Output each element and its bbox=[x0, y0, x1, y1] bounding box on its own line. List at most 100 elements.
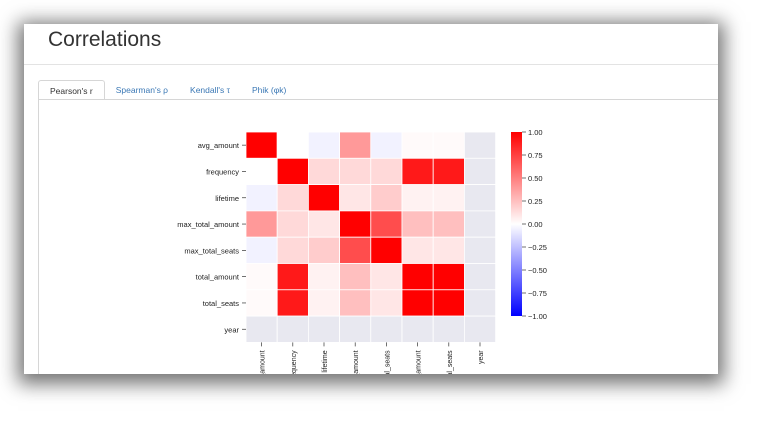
heatmap-cell-total-amount-total-amount bbox=[401, 263, 434, 291]
row-label-lifetime: lifetime bbox=[215, 194, 239, 203]
heatmap-cell-total-amount-avg-amount bbox=[245, 263, 278, 291]
row-label-avg-amount: avg_amount bbox=[198, 141, 240, 150]
heatmap-cell-lifetime-total-seats bbox=[432, 184, 465, 212]
tab-kendall[interactable]: Kendall's τ bbox=[190, 85, 230, 95]
heatmap-cell-total-amount-total-seats bbox=[432, 263, 465, 291]
heatmap-cell-year-frequency bbox=[276, 315, 309, 343]
heatmap-cell-avg-amount-max-total-amount bbox=[339, 131, 372, 159]
heatmap-cells bbox=[245, 131, 496, 343]
row-label-year: year bbox=[224, 325, 239, 334]
colorbar-tick-label: −0.50 bbox=[528, 266, 547, 275]
heatmap-cell-max-total-seats-total-seats bbox=[432, 236, 465, 264]
heatmap-cell-max-total-amount-max-total-seats bbox=[370, 210, 403, 238]
col-label-frequency: frequency bbox=[291, 350, 298, 374]
heatmap-cell-total-seats-avg-amount bbox=[245, 289, 278, 317]
heatmap-cell-max-total-amount-year bbox=[463, 210, 496, 238]
heatmap-cell-total-amount-lifetime bbox=[307, 263, 340, 291]
heatmap-cell-avg-amount-year bbox=[463, 131, 496, 159]
col-label-avg-amount: avg_amount bbox=[260, 350, 267, 374]
heatmap-cell-lifetime-frequency bbox=[276, 184, 309, 212]
heatmap-cell-frequency-lifetime bbox=[307, 157, 340, 186]
heatmap-cell-lifetime-year bbox=[463, 184, 496, 212]
col-label-total-amount: total_amount bbox=[416, 350, 423, 374]
row-label-frequency: frequency bbox=[206, 167, 239, 176]
heatmap-cell-frequency-max-total-amount bbox=[339, 157, 372, 186]
heatmap-cell-total-amount-year bbox=[463, 263, 496, 291]
colorbar bbox=[511, 132, 522, 316]
colorbar-tick-label: 0.50 bbox=[528, 174, 543, 183]
col-label-max-total-amount: max_total_amount bbox=[353, 350, 360, 374]
col-label-total-seats: total_seats bbox=[447, 350, 454, 374]
heatmap-cell-max-total-amount-lifetime bbox=[307, 210, 340, 238]
heatmap-cell-total-seats-total-seats bbox=[432, 289, 465, 317]
heatmap-cell-total-seats-lifetime bbox=[307, 289, 340, 317]
heatmap-cell-max-total-seats-frequency bbox=[276, 236, 309, 264]
heatmap-cell-year-max-total-amount bbox=[339, 315, 372, 343]
colorbar-tick-label: 0.00 bbox=[528, 220, 543, 229]
column-labels: avg_amount frequency lifetime max_total_amo… bbox=[260, 342, 485, 374]
heatmap-cell-frequency-total-amount bbox=[401, 157, 434, 186]
colorbar-tick-label: −1.00 bbox=[528, 312, 547, 321]
colorbar-tick-label: −0.25 bbox=[528, 243, 547, 252]
row-labels: avg_amount frequency lifetime max_total_amo… bbox=[177, 141, 246, 334]
heatmap-cell-avg-amount-max-total-seats bbox=[370, 131, 403, 159]
tab-spearman[interactable]: Spearman's ρ bbox=[115, 85, 169, 95]
heatmap-cell-max-total-amount-total-amount bbox=[401, 210, 434, 238]
heatmap-cell-frequency-avg-amount bbox=[245, 157, 278, 186]
heatmap-cell-total-seats-max-total-seats bbox=[370, 289, 403, 317]
colorbar-tick-label: −0.75 bbox=[528, 289, 547, 298]
heatmap-cell-total-seats-max-total-amount bbox=[339, 289, 372, 317]
heatmap-cell-total-amount-frequency bbox=[276, 263, 309, 291]
colorbar-tick-label: 0.25 bbox=[528, 197, 543, 206]
heatmap-cell-year-year bbox=[463, 315, 496, 343]
heatmap-cell-avg-amount-lifetime bbox=[307, 131, 340, 159]
col-label-year: year bbox=[478, 350, 485, 364]
heatmap-cell-year-avg-amount bbox=[245, 315, 278, 343]
correlations-panel: Correlations Pearson's r Spearman's ρ Ke… bbox=[24, 24, 718, 374]
heatmap-cell-total-amount-max-total-amount bbox=[339, 263, 372, 291]
heatmap-cell-max-total-seats-max-total-seats bbox=[370, 236, 403, 264]
heatmap-cell-max-total-amount-avg-amount bbox=[245, 210, 278, 238]
heatmap-cell-max-total-seats-avg-amount bbox=[245, 236, 278, 264]
row-label-total-amount: total_amount bbox=[196, 273, 240, 282]
heatmap-cell-total-seats-frequency bbox=[276, 289, 309, 317]
heatmap-cell-lifetime-total-amount bbox=[401, 184, 434, 212]
heatmap-cell-frequency-max-total-seats bbox=[370, 157, 403, 186]
correlation-heatmap: avg_amount frequency lifetime max_total_amo… bbox=[177, 128, 547, 374]
heatmap-cell-avg-amount-avg-amount bbox=[245, 131, 278, 159]
heatmap-cell-total-seats-total-amount bbox=[401, 289, 434, 317]
heatmap-cell-avg-amount-frequency bbox=[276, 131, 309, 159]
colorbar-ticks: 1.00 0.75 0.50 0.25 0.00 −0.25 −0.50 −0.75 −1.00 bbox=[522, 128, 547, 321]
heatmap-cell-lifetime-avg-amount bbox=[245, 184, 278, 212]
colorbar-tick-label: 0.75 bbox=[528, 151, 543, 160]
heatmap-cell-max-total-amount-total-seats bbox=[432, 210, 465, 238]
heatmap-cell-lifetime-max-total-seats bbox=[370, 184, 403, 212]
heatmap-cell-year-total-seats bbox=[432, 315, 465, 343]
heatmap-cell-max-total-seats-total-amount bbox=[401, 236, 434, 264]
heatmap-cell-max-total-amount-max-total-amount bbox=[339, 210, 372, 238]
heatmap-cell-total-seats-year bbox=[463, 289, 496, 317]
heatmap-cell-year-max-total-seats bbox=[370, 315, 403, 343]
title-divider bbox=[24, 64, 718, 65]
heatmap-cell-lifetime-max-total-amount bbox=[339, 184, 372, 212]
heatmap-cell-year-total-amount bbox=[401, 315, 434, 343]
heatmap-cell-max-total-amount-frequency bbox=[276, 210, 309, 238]
heatmap-cell-frequency-frequency bbox=[276, 157, 309, 186]
row-label-max-total-seats: max_total_seats bbox=[184, 246, 239, 255]
heatmap-cell-max-total-seats-lifetime bbox=[307, 236, 340, 264]
heatmap-cell-max-total-seats-year bbox=[463, 236, 496, 264]
heatmap-cell-frequency-year bbox=[463, 157, 496, 186]
tab-content bbox=[38, 100, 718, 374]
row-label-total-seats: total_seats bbox=[203, 299, 240, 308]
tab-phik[interactable]: Phik (φk) bbox=[251, 85, 287, 95]
col-label-max-total-seats: max_total_seats bbox=[384, 350, 391, 374]
heatmap-cell-lifetime-lifetime bbox=[307, 184, 340, 212]
row-label-max-total-amount: max_total_amount bbox=[177, 220, 240, 229]
heatmap-cell-avg-amount-total-amount bbox=[401, 131, 434, 159]
colorbar-tick-label: 1.00 bbox=[528, 128, 543, 137]
page-title: Correlations bbox=[48, 28, 162, 51]
heatmap-cell-frequency-total-seats bbox=[432, 157, 465, 186]
heatmap-cell-total-amount-max-total-seats bbox=[370, 263, 403, 291]
heatmap-cell-avg-amount-total-seats bbox=[432, 131, 465, 159]
heatmap-cell-max-total-seats-max-total-amount bbox=[339, 236, 372, 264]
